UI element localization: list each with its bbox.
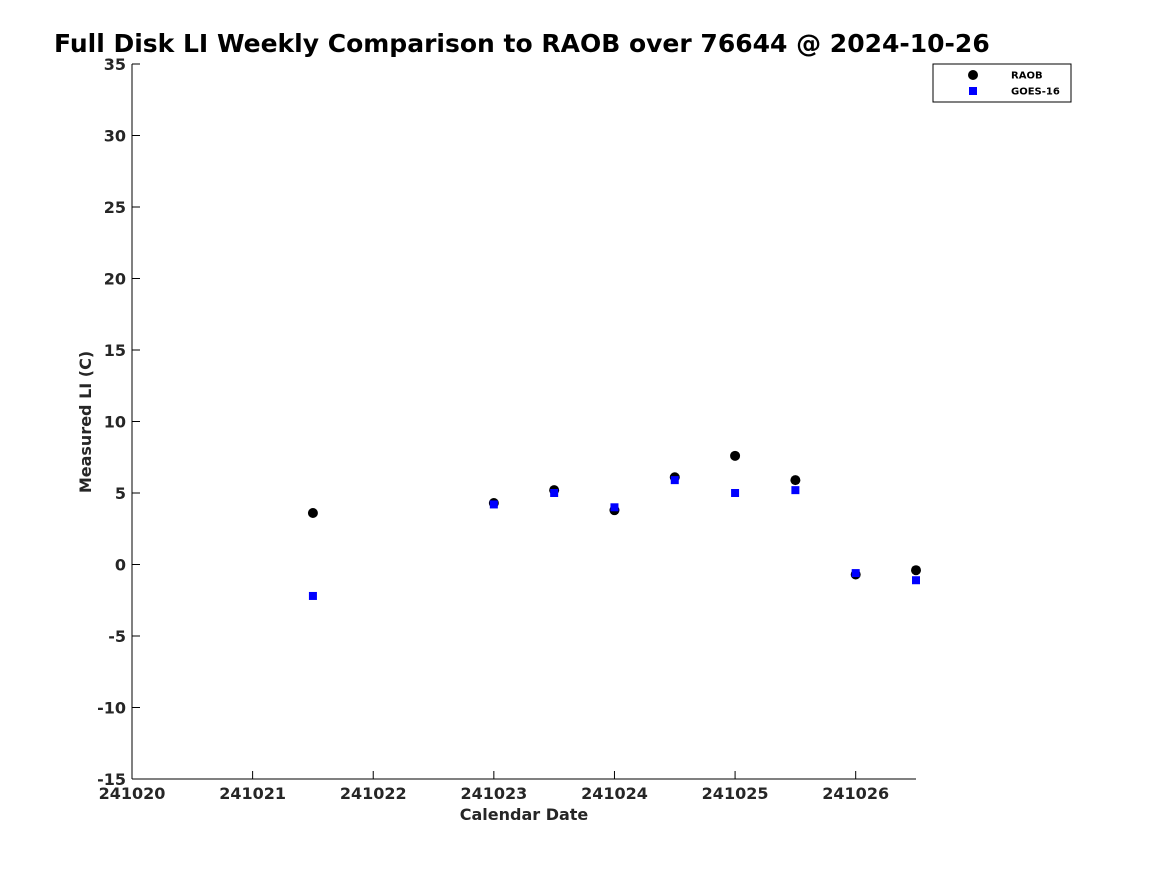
chart-title: Full Disk LI Weekly Comparison to RAOB o… <box>54 29 990 58</box>
y-tick-label: -5 <box>108 627 126 646</box>
y-tick-label: 0 <box>115 556 126 575</box>
goes16-point <box>670 476 679 485</box>
y-tick-label: 20 <box>104 270 126 289</box>
x-tick-label: 241022 <box>340 784 407 803</box>
y-tick-label: 15 <box>104 341 126 360</box>
goes16-point <box>791 486 800 495</box>
goes16-point <box>308 591 317 600</box>
y-tick-label: 10 <box>104 413 126 432</box>
raob-point <box>911 565 921 576</box>
data-marks <box>307 450 921 600</box>
legend-goes16-marker <box>969 87 977 95</box>
y-tick-label: 35 <box>104 55 126 74</box>
raob-point <box>790 475 801 486</box>
goes16-point <box>731 489 740 497</box>
raob-point <box>730 450 741 461</box>
y-axis-label: Measured LI (C) <box>76 351 95 493</box>
y-tick-label: -15 <box>97 770 126 789</box>
goes16-point <box>550 489 559 497</box>
x-tick-label: 241024 <box>581 784 648 803</box>
goes16-point <box>610 503 619 512</box>
legend-raob-marker <box>968 70 978 80</box>
x-axis-label: Calendar Date <box>460 805 589 824</box>
x-tick-label: 241026 <box>822 784 889 803</box>
raob-point <box>307 508 318 519</box>
goes16-point <box>851 569 860 578</box>
goes16-point <box>912 576 920 585</box>
x-tick-label: 241021 <box>219 784 286 803</box>
legend-label: GOES-16 <box>1011 87 1060 98</box>
x-tick-label: 241025 <box>702 784 769 803</box>
legend-label: RAOB <box>1011 71 1043 82</box>
legend: RAOB GOES-16 <box>932 63 1072 103</box>
goes16-point <box>489 500 498 509</box>
y-tick-label: 5 <box>115 484 126 503</box>
x-tick-label: 241023 <box>460 784 527 803</box>
y-tick-label: -10 <box>97 699 126 718</box>
x-ticks: 241020 241021 241022 241023 241024 241025 2410… <box>99 771 889 803</box>
x-tick-label: 241020 <box>99 784 166 803</box>
y-ticks: 35 30 25 20 15 10 5 0 -5 -10 -15 <box>97 55 140 789</box>
legend-box <box>932 63 1072 103</box>
axes <box>131 64 916 780</box>
y-tick-label: 25 <box>104 198 126 217</box>
y-tick-label: 30 <box>104 127 126 146</box>
